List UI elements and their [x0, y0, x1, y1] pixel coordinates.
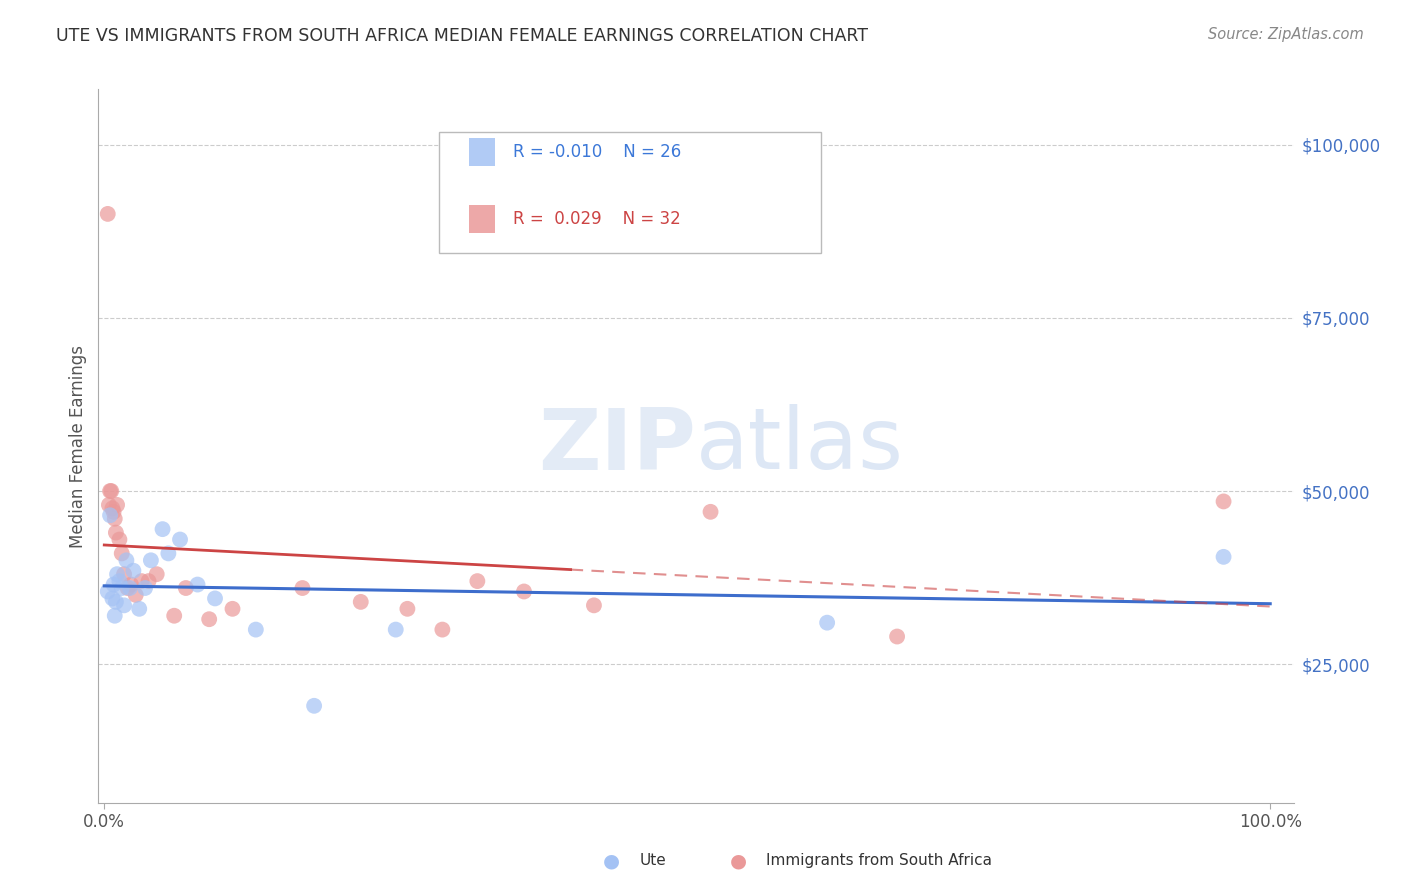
Point	[221, 602, 243, 616]
Point	[112, 599, 135, 613]
Point	[118, 581, 141, 595]
Point	[157, 546, 180, 560]
Y-axis label: Median Female Earnings: Median Female Earnings	[69, 344, 87, 548]
Point	[139, 553, 162, 567]
Point	[134, 581, 156, 595]
Point	[104, 512, 127, 526]
Point	[582, 599, 605, 613]
Point	[112, 567, 135, 582]
Point	[302, 698, 325, 713]
Point	[98, 483, 121, 498]
Point	[169, 533, 191, 547]
Point	[815, 615, 838, 630]
Point	[138, 574, 160, 588]
Point	[513, 584, 536, 599]
Point	[291, 581, 314, 595]
Point	[198, 612, 221, 626]
Point	[131, 574, 153, 588]
Point	[105, 567, 128, 582]
Point	[174, 581, 197, 595]
Point	[128, 602, 150, 616]
Point	[384, 623, 406, 637]
Point	[104, 525, 127, 540]
Text: atlas: atlas	[696, 404, 904, 488]
Point	[103, 577, 125, 591]
Point	[1212, 494, 1234, 508]
Point	[97, 498, 120, 512]
Point	[101, 591, 124, 606]
Point	[125, 588, 148, 602]
Point	[108, 533, 131, 547]
Point	[98, 508, 121, 523]
Text: ●: ●	[603, 851, 620, 871]
Point	[104, 608, 127, 623]
Point	[103, 505, 125, 519]
Point	[111, 546, 134, 560]
Point	[100, 483, 122, 498]
Point	[186, 577, 208, 591]
Point	[467, 574, 489, 588]
Point	[105, 498, 128, 512]
FancyBboxPatch shape	[470, 205, 495, 234]
Point	[115, 553, 138, 567]
Text: ●: ●	[730, 851, 747, 871]
Point	[104, 595, 127, 609]
Point	[396, 602, 419, 616]
Text: R =  0.029    N = 32: R = 0.029 N = 32	[513, 211, 681, 228]
Point	[245, 623, 267, 637]
Point	[97, 584, 120, 599]
Point	[122, 564, 145, 578]
Point	[1212, 549, 1234, 564]
Text: R = -0.010    N = 26: R = -0.010 N = 26	[513, 143, 682, 161]
Point	[145, 567, 167, 582]
Point	[886, 630, 908, 644]
Point	[432, 623, 454, 637]
Text: ZIP: ZIP	[538, 404, 696, 488]
Point	[117, 581, 139, 595]
Point	[108, 574, 131, 588]
Text: Immigrants from South Africa: Immigrants from South Africa	[766, 854, 993, 868]
Text: UTE VS IMMIGRANTS FROM SOUTH AFRICA MEDIAN FEMALE EARNINGS CORRELATION CHART: UTE VS IMMIGRANTS FROM SOUTH AFRICA MEDI…	[56, 27, 869, 45]
Point	[350, 595, 373, 609]
FancyBboxPatch shape	[439, 132, 821, 253]
Point	[101, 501, 124, 516]
Point	[699, 505, 721, 519]
Point	[152, 522, 174, 536]
Point	[163, 608, 186, 623]
Point	[97, 207, 120, 221]
Point	[111, 581, 134, 595]
Point	[120, 577, 142, 591]
Text: Ute: Ute	[640, 854, 666, 868]
FancyBboxPatch shape	[470, 138, 495, 166]
Point	[204, 591, 226, 606]
Text: Source: ZipAtlas.com: Source: ZipAtlas.com	[1208, 27, 1364, 42]
